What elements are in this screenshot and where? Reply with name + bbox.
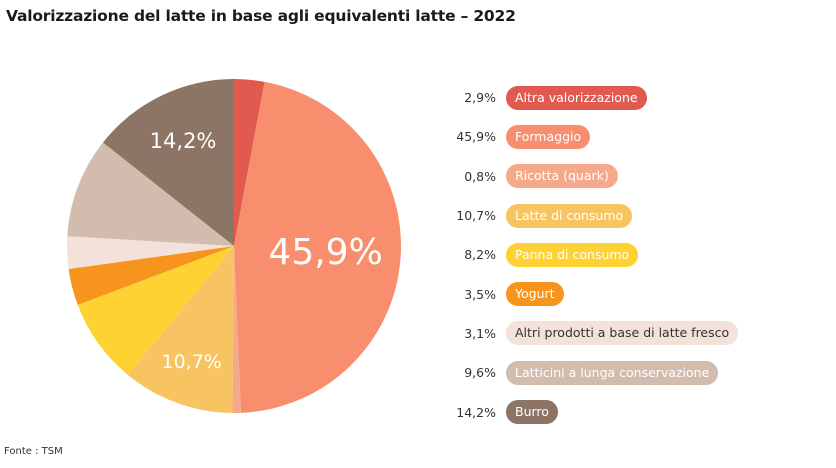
legend-value: 2,9% — [464, 90, 496, 106]
pie-slice-panna-di-consumo — [77, 246, 235, 375]
legend-value: 45,9% — [456, 129, 496, 145]
legend-value: 3,5% — [464, 286, 496, 302]
legend: 2,9% Altra valorizzazione 45,9% Formaggio 0,… — [440, 78, 830, 432]
slice-label-latte-di-consumo: 10,7% — [162, 351, 222, 373]
legend-label-burro: Burro — [506, 400, 558, 425]
pie-slice-altri-prodotti-a-base-di-latte-fresco — [67, 236, 235, 270]
pie-slice-altra-valorizzazione — [234, 79, 265, 246]
pie-slice-latticini-a-lunga-conservazione — [67, 142, 235, 246]
source-note: Fonte : TSM — [4, 446, 63, 457]
legend-label-latticini-a-lunga-conservazione: Latticini a lunga conservazione — [506, 360, 719, 385]
legend-label-altra-valorizzazione: Altra valorizzazione — [506, 85, 647, 110]
legend-value: 14,2% — [456, 404, 496, 420]
legend-item: 9,6% Latticini a lunga conservazione — [440, 353, 830, 392]
slice-label-burro: 14,2% — [150, 129, 217, 153]
legend-value: 3,1% — [464, 325, 496, 341]
legend-label-yogurt: Yogurt — [506, 282, 564, 307]
legend-item: 3,5% Yogurt — [440, 274, 830, 313]
pie-slice-formaggio — [234, 81, 402, 413]
slice-label-formaggio: 45,9% — [268, 232, 382, 273]
pie-slice-ricotta-quark — [232, 246, 241, 414]
legend-item: 14,2% Burro — [440, 392, 830, 431]
legend-value: 8,2% — [464, 247, 496, 263]
legend-label-latte-di-consumo: Latte di consumo — [506, 203, 633, 228]
legend-item: 8,2% Panna di consumo — [440, 235, 830, 274]
legend-value: 0,8% — [464, 168, 496, 184]
chart-title: Valorizzazione del latte in base agli eq… — [6, 7, 516, 25]
legend-label-panna-di-consumo: Panna di consumo — [506, 242, 639, 267]
legend-value: 10,7% — [456, 208, 496, 224]
pie-slice-yogurt — [68, 246, 235, 305]
legend-item: 0,8% Ricotta (quark) — [440, 157, 830, 196]
pie-slice-burro — [102, 79, 235, 246]
legend-item: 45,9% Formaggio — [440, 117, 830, 156]
pie-slice-latte-di-consumo — [127, 246, 234, 413]
legend-label-formaggio: Formaggio — [506, 124, 591, 149]
legend-item: 10,7% Latte di consumo — [440, 196, 830, 235]
legend-label-altri-prodotti-a-base-di-latte-fresco: Altri prodotti a base di latte fresco — [506, 321, 739, 346]
legend-label-ricotta-quark: Ricotta (quark) — [506, 164, 618, 189]
legend-item: 2,9% Altra valorizzazione — [440, 78, 830, 117]
legend-item: 3,1% Altri prodotti a base di latte fresc… — [440, 314, 830, 353]
legend-value: 9,6% — [464, 365, 496, 381]
